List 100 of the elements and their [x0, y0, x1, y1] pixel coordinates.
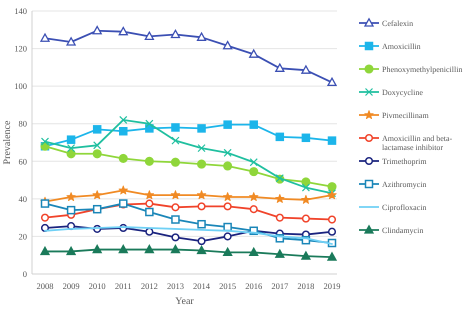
point	[40, 246, 50, 256]
point	[92, 26, 102, 34]
point	[224, 232, 232, 240]
legend-label: Trimethoprim	[382, 156, 428, 166]
x-tick-label: 2013	[166, 281, 184, 291]
y-tick-label: 100	[14, 81, 27, 92]
point	[66, 206, 76, 214]
point	[118, 186, 128, 194]
point	[328, 136, 336, 145]
y-tick-label: 60	[18, 156, 27, 166]
x-tick-label: 2009	[62, 281, 80, 291]
point	[302, 134, 310, 142]
point	[66, 246, 76, 256]
point	[222, 192, 232, 202]
point	[249, 192, 258, 202]
point	[170, 244, 180, 254]
point	[40, 33, 50, 42]
point	[327, 182, 337, 192]
point	[328, 228, 336, 236]
point	[224, 148, 232, 157]
point	[302, 183, 310, 192]
point	[118, 26, 128, 36]
point	[223, 161, 232, 171]
point	[118, 154, 128, 164]
x-tick-label: 2010	[88, 281, 106, 291]
point	[327, 78, 337, 86]
legend-label: Azithromycin	[382, 180, 426, 189]
point	[119, 126, 128, 136]
legend-label: Cefalexin	[382, 18, 414, 28]
point	[327, 252, 337, 261]
x-tick-label: 2017	[271, 281, 288, 291]
x-tick-label: 2011	[114, 281, 132, 291]
point	[197, 144, 206, 152]
point	[197, 237, 206, 246]
point	[66, 135, 76, 144]
point	[301, 251, 311, 260]
point	[249, 167, 258, 176]
point	[171, 123, 180, 132]
point	[145, 200, 154, 208]
point	[197, 202, 206, 210]
point	[40, 199, 50, 208]
legend-label: Clindamycin	[382, 226, 424, 235]
y-tick-label: 20	[18, 231, 27, 242]
x-tick-label: 2008	[36, 281, 54, 291]
legend-label: Phenoxymethylpenicillin	[382, 64, 462, 74]
point	[119, 116, 128, 124]
legend-label: Amoxicillin	[382, 42, 421, 51]
point	[302, 214, 310, 223]
point	[222, 248, 232, 256]
legend-label: Pivmecillinam	[382, 110, 430, 120]
point	[40, 214, 50, 222]
x-axis-title: Year	[175, 296, 194, 307]
point	[66, 37, 76, 46]
point	[223, 120, 232, 129]
y-tick-label: 140	[14, 6, 27, 16]
point	[92, 244, 102, 254]
point	[197, 124, 206, 133]
point	[222, 40, 232, 50]
point	[92, 149, 102, 158]
point	[275, 194, 284, 203]
point	[171, 233, 180, 242]
point	[40, 137, 50, 146]
point	[66, 192, 76, 202]
point	[301, 194, 311, 204]
point	[275, 249, 284, 258]
point	[118, 244, 128, 254]
x-tick-label: 2016	[245, 281, 262, 291]
point	[170, 190, 180, 200]
point	[170, 158, 180, 167]
point	[145, 208, 154, 216]
point	[276, 132, 284, 142]
x-tick-label: 2012	[140, 281, 158, 291]
point	[66, 144, 76, 152]
point	[224, 202, 232, 210]
x-tick-label: 2018	[297, 281, 314, 291]
legend-label: Amoxicillin and beta-lactamase inhibitor	[382, 134, 453, 152]
point	[92, 190, 102, 200]
point	[196, 32, 206, 41]
point	[171, 203, 180, 212]
point	[196, 246, 206, 254]
point	[249, 120, 258, 129]
x-tick-label: 2015	[219, 281, 236, 291]
point	[250, 205, 258, 214]
point	[66, 149, 76, 158]
x-tick-label: 2014	[193, 281, 211, 291]
point	[328, 215, 336, 224]
point	[196, 190, 206, 200]
point	[197, 220, 206, 228]
point	[92, 125, 102, 134]
point	[93, 141, 102, 150]
point	[170, 30, 180, 38]
point	[249, 248, 258, 256]
point	[250, 158, 258, 166]
y-tick-label: 120	[14, 44, 27, 54]
y-axis-title: Prevalence	[2, 120, 13, 164]
point	[144, 156, 154, 166]
point	[276, 214, 284, 222]
y-tick-label: 0	[22, 268, 27, 279]
y-tick-label: 40	[18, 194, 27, 204]
point	[301, 177, 310, 186]
